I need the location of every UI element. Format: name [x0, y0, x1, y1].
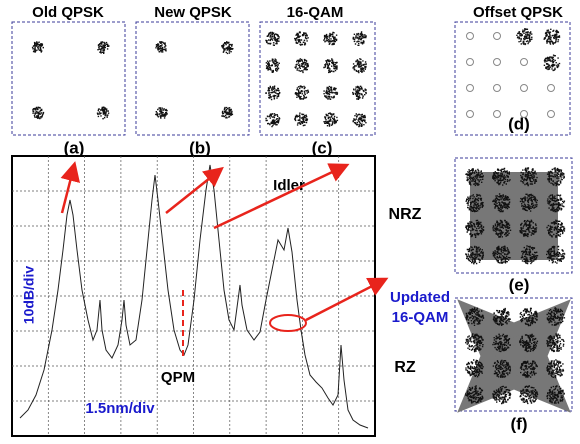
x-scale: 1.5nm/div — [85, 400, 155, 417]
symbol-cluster — [265, 86, 280, 101]
empty-point — [494, 85, 501, 92]
symbol-cluster — [221, 107, 233, 119]
symbol-cluster — [32, 41, 44, 53]
symbol-cluster — [294, 113, 308, 127]
symbol-cluster — [465, 333, 484, 352]
empty-point — [548, 111, 555, 118]
symbol-cluster — [353, 31, 367, 46]
empty-point — [521, 59, 528, 66]
symbol-cluster — [294, 31, 309, 46]
qpm-label: QPM — [161, 369, 195, 386]
empty-point — [521, 85, 528, 92]
y-scale: 10dB/div — [21, 266, 37, 325]
panel-title: New QPSK — [154, 4, 232, 21]
empty-point — [494, 59, 501, 66]
panel-label: (c) — [312, 138, 333, 157]
symbol-cluster — [265, 32, 280, 46]
figure: Old QPSK New QPSK 16-QAM Offset QPSK (a)… — [0, 0, 580, 439]
symbol-cluster — [544, 29, 561, 45]
symbol-cluster — [265, 113, 280, 127]
symbol-cluster — [323, 32, 337, 46]
symbol-cluster — [323, 112, 338, 126]
symbol-cluster — [353, 113, 367, 127]
panel-label: (d) — [508, 114, 530, 133]
symbol-cluster — [266, 59, 280, 74]
symbol-cluster — [155, 107, 168, 118]
empty-point — [494, 111, 501, 118]
empty-point — [467, 85, 474, 92]
symbol-cluster — [155, 41, 166, 53]
symbol-cluster — [516, 28, 532, 45]
panel-title: Offset QPSK — [473, 4, 563, 21]
nrz-transitions — [470, 172, 558, 260]
symbol-cluster — [221, 41, 233, 54]
symbol-cluster — [32, 107, 44, 120]
symbol-cluster — [544, 55, 561, 72]
empty-point — [467, 59, 474, 66]
symbol-cluster — [352, 86, 367, 100]
symbol-cluster — [97, 41, 109, 54]
empty-point — [467, 111, 474, 118]
rz-transitions — [470, 312, 558, 400]
panel-title: 16-QAM — [287, 4, 344, 21]
symbol-cluster — [295, 85, 309, 99]
empty-point — [467, 33, 474, 40]
format-label: RZ — [394, 359, 416, 376]
empty-point — [548, 85, 555, 92]
panel-label: (f) — [511, 414, 528, 433]
symbol-cluster — [323, 58, 337, 73]
symbol-cluster — [295, 58, 310, 73]
symbol-cluster — [97, 107, 110, 120]
panel-title: Old QPSK — [32, 4, 104, 21]
panel-label: (a) — [64, 138, 85, 157]
format-label: NRZ — [389, 206, 422, 223]
panel-label: (b) — [189, 138, 211, 157]
symbol-cluster — [352, 58, 367, 73]
annotation: Updated — [390, 289, 450, 306]
symbol-cluster — [323, 86, 338, 100]
empty-point — [494, 33, 501, 40]
annotation: 16-QAM — [392, 309, 449, 326]
panel-label: (e) — [509, 275, 530, 294]
